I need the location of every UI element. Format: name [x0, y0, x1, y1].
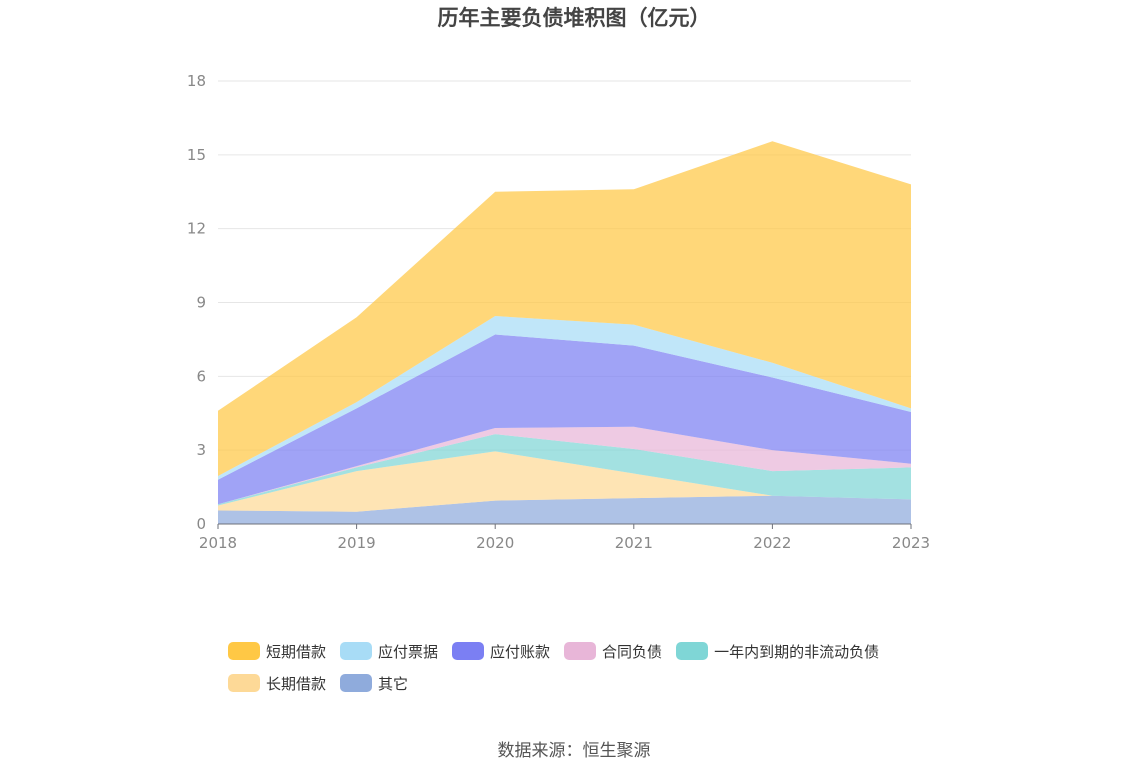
area-series-应付票据 [218, 316, 911, 480]
area-series-短期借款 [218, 141, 911, 477]
legend-swatch [452, 642, 485, 660]
legend-label: 应付账款 [490, 642, 551, 661]
legend-label: 短期借款 [266, 642, 327, 661]
legend-item[interactable]: 一年内到期的非流动负债 [676, 640, 879, 662]
y-tick-label: 0 [196, 515, 206, 533]
chart-plot: 0 3 6 9 12 15 18 2018 2019 2020 2021 2022 2023 [187, 72, 930, 552]
legend-item[interactable]: 合同负债 [564, 640, 662, 662]
legend-label: 其它 [378, 674, 409, 693]
legend-swatch [676, 642, 709, 660]
legend-label: 一年内到期的非流动负债 [714, 642, 880, 661]
chart-title: 历年主要负债堆积图（亿元） [437, 6, 711, 30]
y-tick-label: 18 [187, 72, 206, 90]
y-tick-label: 6 [196, 367, 206, 385]
legend-swatch [340, 642, 373, 660]
y-tick-label: 15 [187, 146, 206, 164]
legend-label: 合同负债 [602, 642, 663, 661]
legend-item[interactable]: 长期借款 [228, 672, 326, 694]
legend-label: 应付票据 [378, 642, 439, 661]
x-tick-label: 2018 [199, 534, 237, 552]
x-tick-label: 2023 [892, 534, 930, 552]
y-tick-label: 12 [187, 220, 206, 238]
legend-item[interactable]: 短期借款 [228, 640, 326, 662]
y-tick-label: 3 [196, 441, 206, 459]
legend-swatch [564, 642, 597, 660]
legend-item[interactable]: 应付票据 [340, 640, 438, 662]
y-tick-label: 9 [196, 294, 206, 312]
area-series-其它 [218, 495, 911, 524]
area-series-应付账款 [218, 334, 911, 505]
legend-swatch [340, 674, 373, 692]
legend-item[interactable]: 其它 [340, 672, 408, 694]
area-series-合同负债 [218, 426, 911, 505]
legend-label: 长期借款 [266, 674, 327, 693]
area-series-一年内到期的非流动负债 [218, 434, 911, 506]
legend: 短期借款 应付票据 应付账款 合同负债 一年内到期的非流动负债长期借款 其它 [228, 640, 948, 694]
x-tick-label: 2020 [476, 534, 514, 552]
legend-swatch [228, 642, 260, 660]
area-series-长期借款 [218, 451, 911, 512]
x-tick-label: 2022 [753, 534, 791, 552]
stacked-areas [218, 141, 911, 524]
data-source: 数据来源：恒生聚源 [497, 741, 651, 761]
legend-item[interactable]: 应付账款 [452, 640, 550, 662]
axes: 0 3 6 9 12 15 18 2018 2019 2020 2021 2022 2023 [187, 72, 930, 552]
x-tick-label: 2021 [615, 534, 653, 552]
x-tick-label: 2019 [338, 534, 376, 552]
legend-swatch [228, 674, 260, 692]
